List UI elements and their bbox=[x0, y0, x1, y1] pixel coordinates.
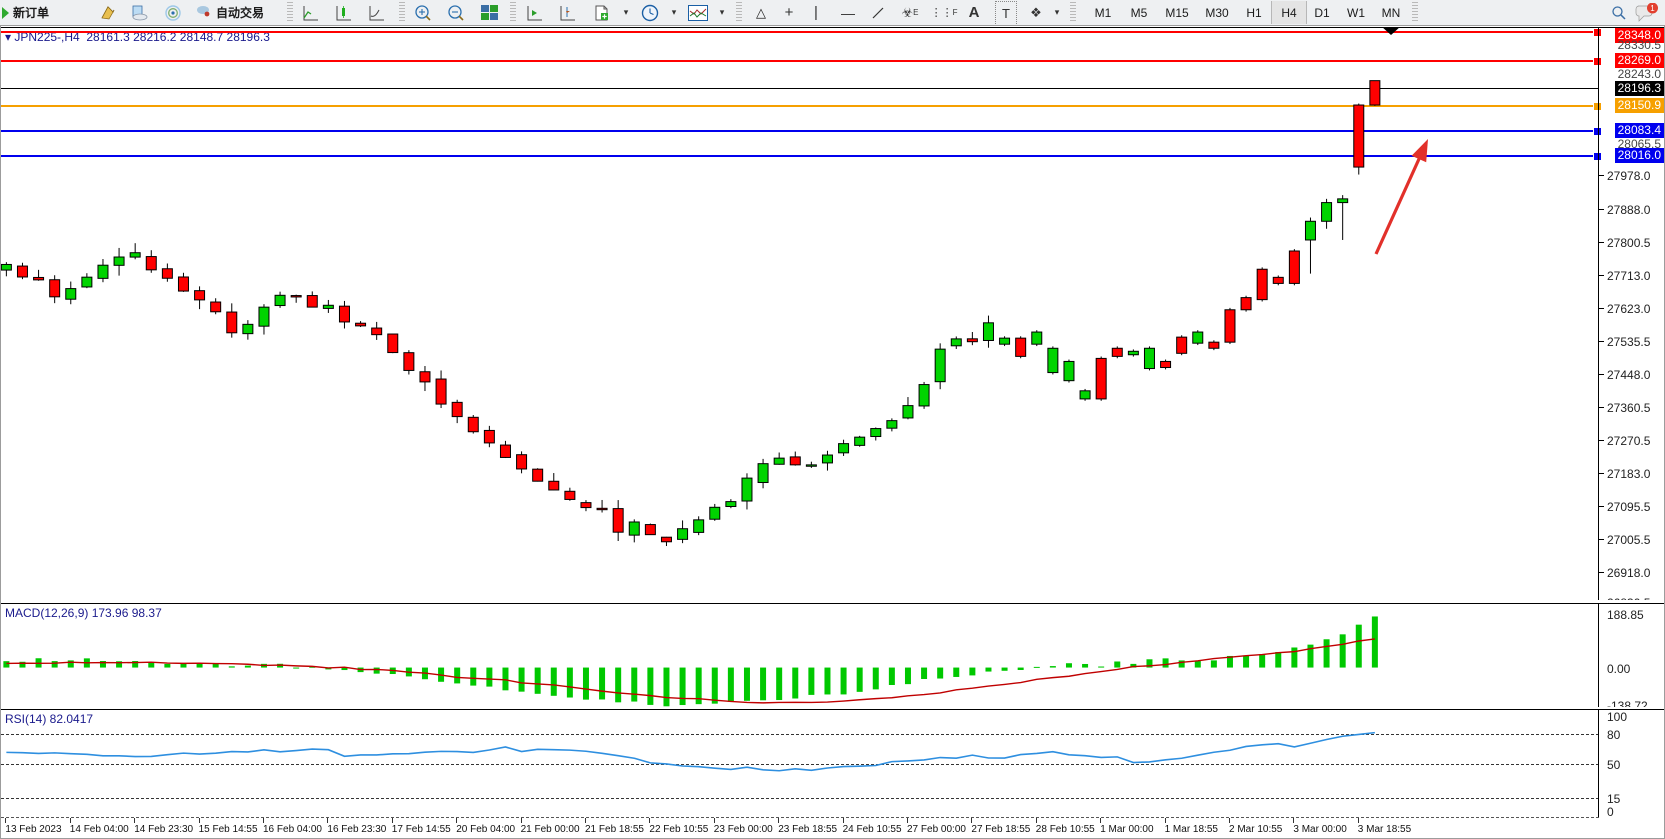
svg-text:1: 1 bbox=[1650, 4, 1655, 13]
